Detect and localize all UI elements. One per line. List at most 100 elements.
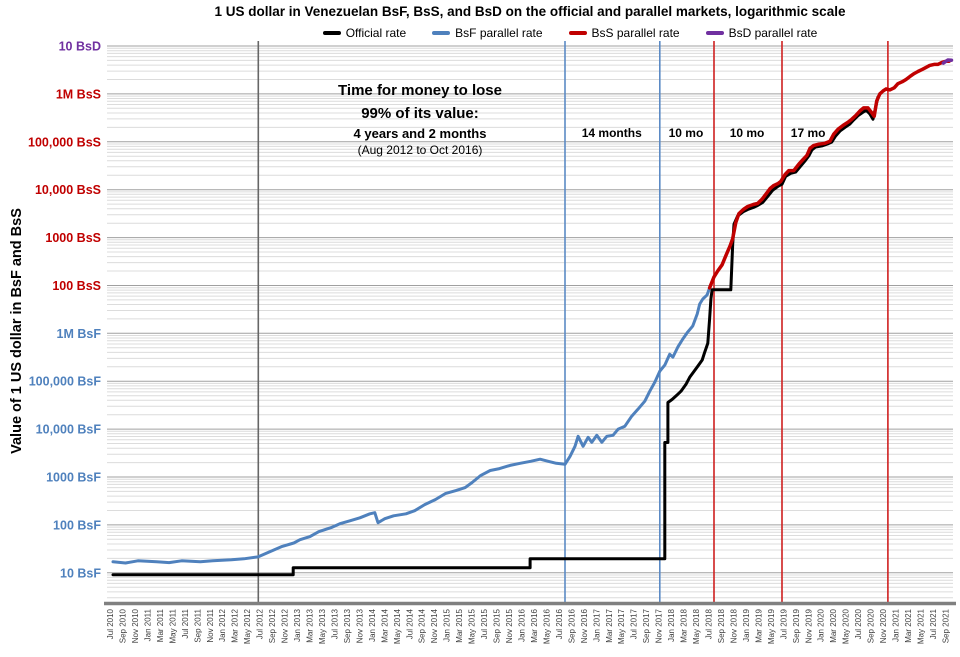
bsd-parallel-rate-line [941, 58, 954, 65]
x-axis-label: Jan 2019 [742, 608, 751, 641]
x-axis-label: Sep 2018 [717, 608, 726, 643]
y-axis-label: 1000 BsS [45, 231, 101, 245]
x-axis-label: Jul 2012 [256, 608, 265, 639]
x-axis-label: May 2017 [617, 608, 626, 644]
x-axis-label: Sep 2019 [792, 608, 801, 643]
legend-item-bsd-parallel-rate: BsD parallel rate [705, 26, 817, 40]
x-axis-label: Jul 2020 [854, 608, 863, 639]
x-axis-label: Mar 2012 [231, 608, 240, 642]
legend-swatch [705, 31, 724, 35]
x-axis-label: Mar 2015 [455, 608, 464, 642]
x-axis-label: Jul 2016 [555, 608, 564, 639]
x-axis-label: Jan 2015 [443, 608, 452, 641]
x-axis-label: May 2012 [243, 608, 252, 644]
x-axis-label: May 2013 [318, 608, 327, 644]
legend-label: BsF parallel rate [455, 26, 543, 40]
x-axis-label: Nov 2011 [206, 608, 215, 642]
bsf-parallel-rate-line [111, 286, 712, 565]
legend-item-bsf-parallel-rate: BsF parallel rate [432, 26, 543, 40]
x-axis-label: Jul 2021 [929, 608, 938, 639]
x-axis-label: Sep 2020 [867, 608, 876, 643]
annotation-line-3: 4 years and 2 months [353, 126, 487, 141]
chart-title: 1 US dollar in Venezuelan BsF, BsS, and … [214, 4, 846, 19]
x-axis-label: May 2019 [767, 608, 776, 644]
x-axis-label: Sep 2017 [642, 608, 651, 643]
x-axis-label: Sep 2021 [941, 608, 950, 643]
x-axis-label: Jan 2014 [368, 608, 377, 641]
x-axis-label: Mar 2019 [754, 608, 763, 642]
x-axis-label: Mar 2018 [680, 608, 689, 642]
x-axis-label: Mar 2016 [530, 608, 539, 642]
x-axis-label: Jan 2011 [143, 608, 152, 641]
y-axis-label: 10,000 BsS [35, 183, 101, 197]
time-annotation: Time for money to lose 99% of its value:… [295, 80, 545, 158]
x-axis-label: May 2018 [692, 608, 701, 644]
y-axis-label: 1000 BsF [46, 471, 101, 485]
x-axis-label: Jul 2011 [181, 608, 190, 638]
x-axis-label: Jan 2017 [592, 608, 601, 641]
x-axis-label: May 2020 [842, 608, 851, 644]
x-axis-label: May 2015 [468, 608, 477, 644]
y-axis-label: 100 BsF [53, 518, 101, 532]
duration-label: 10 mo [668, 126, 704, 140]
x-axis-label: Sep 2013 [343, 608, 352, 643]
y-axis-label: 1M BsS [56, 87, 101, 101]
x-axis-label: Jan 2018 [667, 608, 676, 641]
x-axis-label: Jul 2019 [779, 608, 788, 639]
legend-swatch [568, 31, 587, 35]
legend-label: BsS parallel rate [591, 26, 680, 40]
x-axis-label: Nov 2013 [355, 608, 364, 643]
x-axis-label: Nov 2015 [505, 608, 514, 643]
x-axis-label: May 2011 [168, 608, 177, 643]
x-axis-label: May 2014 [393, 608, 402, 644]
x-axis-label: Jul 2018 [705, 608, 714, 639]
x-axis-label: Jan 2016 [518, 608, 527, 641]
x-axis-label: Jan 2021 [892, 608, 901, 641]
x-axis-label: Jan 2013 [293, 608, 302, 641]
y-axis-label: 10 BsF [60, 566, 101, 580]
x-axis-label: Sep 2014 [418, 608, 427, 643]
legend: Official rate BsF parallel rate BsS parall… [140, 26, 960, 40]
x-axis-label: Nov 2020 [879, 608, 888, 643]
legend-item-bss-parallel-rate: BsS parallel rate [568, 26, 680, 40]
legend-swatch [432, 31, 451, 35]
x-axis-label: Jul 2017 [630, 608, 639, 639]
x-axis-label: Nov 2012 [281, 608, 290, 643]
y-axis-label: 100,000 BsF [29, 375, 102, 389]
legend-item-official-rate: Official rate [322, 26, 407, 40]
duration-label: 14 months [581, 126, 642, 140]
duration-label: 17 mo [790, 126, 826, 140]
annotation-line-2: 99% of its value: [361, 105, 479, 122]
annotation-line-1: Time for money to lose [338, 82, 502, 99]
x-axis-label: Nov 2014 [430, 608, 439, 643]
x-axis-label: Nov 2010 [131, 608, 140, 643]
x-axis-label: Sep 2015 [493, 608, 502, 643]
x-axis-label: Sep 2010 [119, 608, 128, 643]
x-axis-label: Sep 2011 [193, 608, 202, 642]
x-axis-label: Jan 2012 [218, 608, 227, 641]
legend-label: Official rate [345, 26, 407, 40]
duration-label: 10 mo [729, 126, 765, 140]
x-axis-label: Mar 2013 [306, 608, 315, 642]
bss-parallel-rate-line [707, 59, 951, 290]
x-axis-label: Nov 2017 [655, 608, 664, 643]
x-axis-label: Jul 2010 [106, 608, 115, 639]
legend-swatch [322, 31, 341, 35]
x-axis-label: Mar 2021 [904, 608, 913, 642]
x-axis-label: Jan 2020 [817, 608, 826, 641]
x-axis-label: Sep 2016 [567, 608, 576, 643]
y-axis-label: 1M BsF [57, 327, 102, 341]
x-axis-label: Mar 2011 [156, 608, 165, 642]
x-axis-label: Jul 2013 [330, 608, 339, 639]
x-axis-label: Sep 2012 [268, 608, 277, 643]
x-axis-label: May 2016 [542, 608, 551, 644]
x-axis-label: Mar 2017 [605, 608, 614, 642]
x-axis-label: Jul 2014 [405, 608, 414, 639]
y-axis-label: 10 BsD [59, 40, 101, 54]
x-axis-label: Nov 2016 [580, 608, 589, 643]
annotation-line-4: (Aug 2012 to Oct 2016) [357, 143, 483, 157]
x-axis-label: May 2021 [917, 608, 926, 644]
y-axis-label: 100,000 BsS [28, 135, 101, 149]
